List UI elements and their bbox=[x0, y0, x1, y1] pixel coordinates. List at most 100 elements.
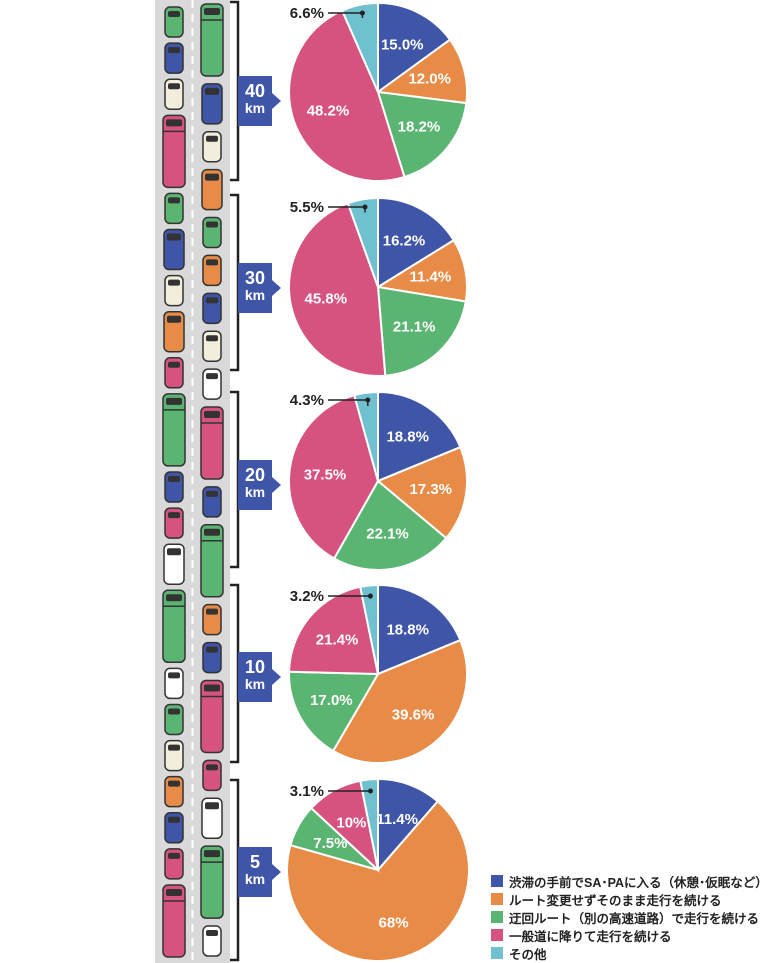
vehicle-van bbox=[163, 310, 185, 353]
vehicle-car bbox=[164, 703, 184, 736]
vehicle-car bbox=[202, 486, 222, 518]
pie-slice bbox=[377, 777, 440, 873]
distance-unit: km bbox=[244, 286, 266, 303]
vehicle-van bbox=[201, 83, 223, 125]
vehicle-car bbox=[164, 6, 184, 38]
slice-label: 5.5% bbox=[290, 199, 324, 216]
legend-swatch bbox=[491, 947, 503, 959]
legend-item: 渋滞の手前でSA･PAに入る（休憩･仮眠など） bbox=[491, 872, 768, 890]
pie-slice bbox=[346, 196, 379, 288]
slice-label: 39.6% bbox=[392, 706, 435, 723]
vehicle-car bbox=[202, 254, 222, 287]
vehicle-van bbox=[163, 228, 185, 271]
vehicle-truck bbox=[162, 114, 186, 189]
legend-label: その他 bbox=[509, 947, 547, 962]
callout-dot bbox=[367, 593, 373, 599]
pie-slice bbox=[376, 90, 468, 179]
vehicle-truck bbox=[200, 845, 224, 919]
distance-tag-10: 10 km bbox=[238, 652, 281, 702]
legend-label: 一般道に降りて走行を続ける bbox=[509, 929, 672, 944]
vehicle-car bbox=[164, 812, 184, 844]
vehicle-car bbox=[202, 130, 222, 163]
vehicle-car bbox=[202, 641, 222, 674]
slice-label: 21.1% bbox=[393, 318, 436, 335]
pie-slice bbox=[359, 777, 379, 871]
vehicle-car bbox=[164, 192, 184, 225]
pie-chart-30km: 16.2% 11.4% 21.1% 45.8% 5.5% bbox=[288, 196, 468, 377]
road-illustration bbox=[155, 0, 240, 963]
slice-label: 45.8% bbox=[305, 290, 348, 307]
legend-swatch bbox=[491, 875, 503, 887]
slice-label: 18.8% bbox=[386, 429, 429, 446]
slice-label: 16.2% bbox=[383, 232, 426, 249]
pie-slice bbox=[331, 638, 468, 764]
pie-slice bbox=[377, 583, 462, 676]
slice-label: 10% bbox=[336, 814, 366, 831]
pie-slice bbox=[286, 799, 470, 962]
vehicle-truck bbox=[200, 524, 224, 598]
legend-label: 迂回ルート（別の高速道路）で走行を続ける bbox=[509, 911, 760, 926]
distance-unit: km bbox=[244, 870, 266, 887]
vehicle-car bbox=[164, 739, 184, 772]
slice-label: 18.2% bbox=[398, 118, 441, 135]
pie-slice bbox=[376, 445, 468, 540]
distance-unit: km bbox=[244, 675, 266, 692]
vehicle-car bbox=[202, 330, 222, 362]
distance-value: 40 bbox=[244, 81, 266, 101]
pie-chart-5km: 11.4% 68% 7.5% 10% 3.1% bbox=[286, 777, 470, 962]
pie-slice bbox=[340, 1, 379, 93]
pie-slice bbox=[375, 238, 468, 303]
distance-tag-20: 20 km bbox=[238, 460, 281, 510]
distance-value: 10 bbox=[244, 657, 266, 677]
slice-label: 7.5% bbox=[313, 835, 347, 852]
slice-label: 17.3% bbox=[409, 481, 452, 498]
vehicle-car bbox=[164, 357, 184, 389]
distance-value: 20 bbox=[244, 465, 266, 485]
vehicle-car bbox=[164, 848, 184, 880]
distance-value: 30 bbox=[244, 268, 266, 288]
vehicle-car bbox=[202, 216, 222, 249]
vehicle-car bbox=[202, 759, 222, 792]
vehicle-truck bbox=[162, 393, 186, 467]
vehicle-truck bbox=[162, 589, 186, 664]
pie-chart-20km: 18.8% 17.3% 22.1% 37.5% 4.3% bbox=[288, 390, 468, 571]
legend-swatch bbox=[491, 893, 503, 905]
vehicle-car bbox=[202, 368, 222, 400]
slice-label: 12.0% bbox=[408, 71, 451, 88]
distance-value: 5 bbox=[249, 852, 260, 872]
vehicle-car bbox=[164, 78, 184, 110]
slice-label: 3.2% bbox=[290, 588, 324, 605]
vehicle-truck bbox=[200, 406, 224, 480]
vehicle-car bbox=[164, 507, 184, 539]
pie-slice bbox=[288, 201, 387, 377]
pie-slice bbox=[353, 390, 379, 482]
callout-dot bbox=[367, 788, 373, 794]
pie-slice bbox=[377, 390, 462, 483]
distance-tag-40: 40 km bbox=[238, 76, 281, 126]
callout-dot bbox=[365, 397, 371, 403]
pie-slice bbox=[288, 393, 380, 560]
legend-label: ルート変更せずそのまま走行を続ける bbox=[509, 893, 722, 908]
pie-chart-40km: 15.0% 12.0% 18.2% 48.2% 6.6% bbox=[288, 1, 468, 182]
vehicle-van bbox=[201, 168, 223, 211]
slice-label: 11.4% bbox=[376, 811, 418, 828]
slice-label: 15.0% bbox=[381, 36, 424, 53]
distance-tag-30: 30 km bbox=[238, 263, 281, 313]
vehicle-van bbox=[201, 797, 223, 840]
legend-item: その他 bbox=[491, 944, 768, 962]
slice-label: 18.8% bbox=[386, 622, 429, 639]
slice-label: 48.2% bbox=[307, 103, 350, 120]
slice-label: 6.6% bbox=[290, 5, 324, 22]
callout-dot bbox=[359, 10, 365, 16]
vehicle-car bbox=[164, 42, 184, 74]
distance-unit: km bbox=[244, 483, 266, 500]
pie-slice bbox=[377, 1, 452, 94]
legend-swatch bbox=[491, 911, 503, 923]
legend-swatch bbox=[491, 929, 503, 941]
pie-slice bbox=[288, 670, 380, 753]
slice-label: 68% bbox=[379, 914, 409, 931]
slice-label: 22.1% bbox=[366, 526, 409, 543]
legend-item: 一般道に降りて走行を続ける bbox=[491, 926, 768, 944]
slice-label: 11.4% bbox=[410, 269, 452, 286]
